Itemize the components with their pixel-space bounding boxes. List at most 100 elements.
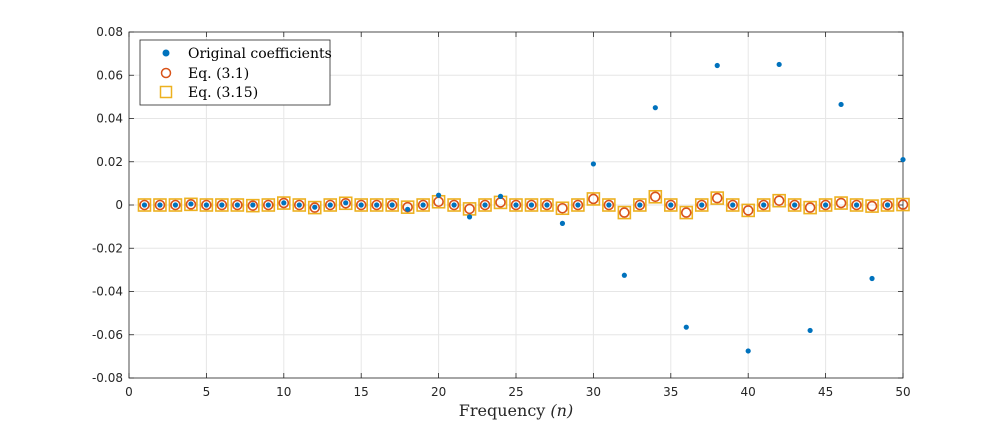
point-original [621, 272, 627, 278]
point-eq31 [201, 199, 212, 211]
point-original [343, 200, 349, 206]
point-original [683, 324, 689, 330]
point-eq31 [170, 199, 181, 211]
point-original [807, 327, 813, 334]
point-eq315 [834, 196, 848, 210]
point-eq315 [694, 198, 709, 212]
legend-marker-original [162, 49, 170, 57]
point-eq315 [246, 198, 260, 213]
point-eq31 [897, 199, 909, 210]
y-tick-label: 0.02 [96, 155, 123, 169]
point-original [884, 202, 891, 208]
point-eq31 [835, 197, 847, 209]
legend-marker-eq31 [160, 67, 172, 79]
y-tick-label: -0.04 [92, 285, 123, 299]
point-eq315 [896, 197, 910, 212]
point-eq31 [557, 202, 568, 214]
point-original [745, 348, 751, 354]
point-eq31 [758, 199, 769, 211]
point-eq31 [247, 200, 259, 211]
point-eq315 [354, 198, 369, 212]
point-eq31 [680, 207, 692, 218]
point-eq315 [307, 200, 322, 215]
point-eq31 [634, 199, 646, 211]
x-axis-label-var: (n) [550, 401, 573, 420]
point-eq315 [602, 198, 616, 212]
point-eq315 [849, 198, 864, 212]
legend-label-eq31: Eq. (3.1) [188, 66, 249, 82]
point-eq31 [696, 199, 708, 211]
legend-label-eq315: Eq. (3.15) [188, 85, 258, 101]
point-original [281, 200, 287, 206]
y-tick-label: 0.08 [96, 25, 123, 39]
point-eq315 [323, 198, 338, 212]
point-eq315 [276, 196, 291, 210]
point-original [528, 202, 535, 208]
point-eq31 [541, 199, 553, 211]
point-eq31 [603, 199, 615, 211]
point-eq315 [818, 198, 833, 212]
point-eq31 [263, 199, 274, 211]
y-tick-label: 0 [115, 198, 123, 212]
point-eq315 [199, 198, 214, 212]
point-original [172, 202, 179, 208]
point-eq31 [479, 199, 491, 211]
point-eq315 [710, 191, 725, 205]
point-eq31 [309, 202, 321, 213]
point-eq31 [526, 199, 537, 211]
point-original [730, 202, 736, 208]
point-original [668, 202, 674, 208]
x-tick-label: 0 [125, 385, 133, 399]
point-eq315 [679, 205, 694, 220]
point-eq315 [447, 198, 461, 212]
point-original [234, 202, 240, 208]
x-tick-label: 35 [663, 385, 678, 399]
point-original [466, 214, 473, 220]
point-original [714, 62, 720, 69]
point-eq31 [216, 199, 228, 211]
point-eq31 [448, 199, 460, 211]
point-original [761, 202, 767, 208]
point-eq31 [773, 195, 785, 206]
point-eq315 [540, 198, 554, 212]
point-eq31 [464, 203, 475, 215]
point-eq315 [478, 198, 492, 212]
point-eq315 [787, 198, 802, 212]
point-eq31 [139, 199, 150, 211]
axes [128, 31, 904, 379]
point-original [590, 161, 597, 167]
x-axis-label: Frequency (n) [459, 401, 573, 420]
y-tick-label: -0.06 [92, 328, 123, 342]
point-eq315 [617, 205, 632, 220]
point-eq31 [371, 199, 382, 211]
point-original [141, 202, 148, 208]
point-original [157, 202, 163, 208]
point-eq315 [586, 192, 601, 206]
point-eq31 [711, 192, 723, 204]
point-eq31 [650, 191, 661, 203]
data-marks [137, 61, 910, 354]
point-eq31 [278, 197, 290, 209]
axes-box [128, 31, 904, 379]
point-original [389, 202, 395, 208]
point-eq315 [385, 198, 399, 212]
point-original [482, 202, 488, 208]
point-eq315 [261, 198, 276, 212]
point-eq315 [524, 198, 539, 212]
point-eq315 [725, 198, 740, 212]
point-original [652, 105, 658, 111]
point-original [250, 202, 256, 208]
point-eq315 [292, 198, 307, 212]
point-eq315 [168, 198, 183, 212]
legend-marker-eq315 [159, 85, 173, 99]
x-tick-label: 40 [741, 385, 756, 399]
point-eq315 [555, 201, 570, 216]
point-eq31 [820, 199, 831, 211]
point-eq31 [851, 199, 862, 211]
point-eq315 [741, 203, 756, 218]
y-tick-label: -0.02 [92, 241, 123, 255]
point-eq31 [588, 193, 599, 205]
point-original [823, 202, 829, 208]
point-original [327, 202, 333, 208]
x-axis-label-word: Frequency [459, 401, 551, 420]
